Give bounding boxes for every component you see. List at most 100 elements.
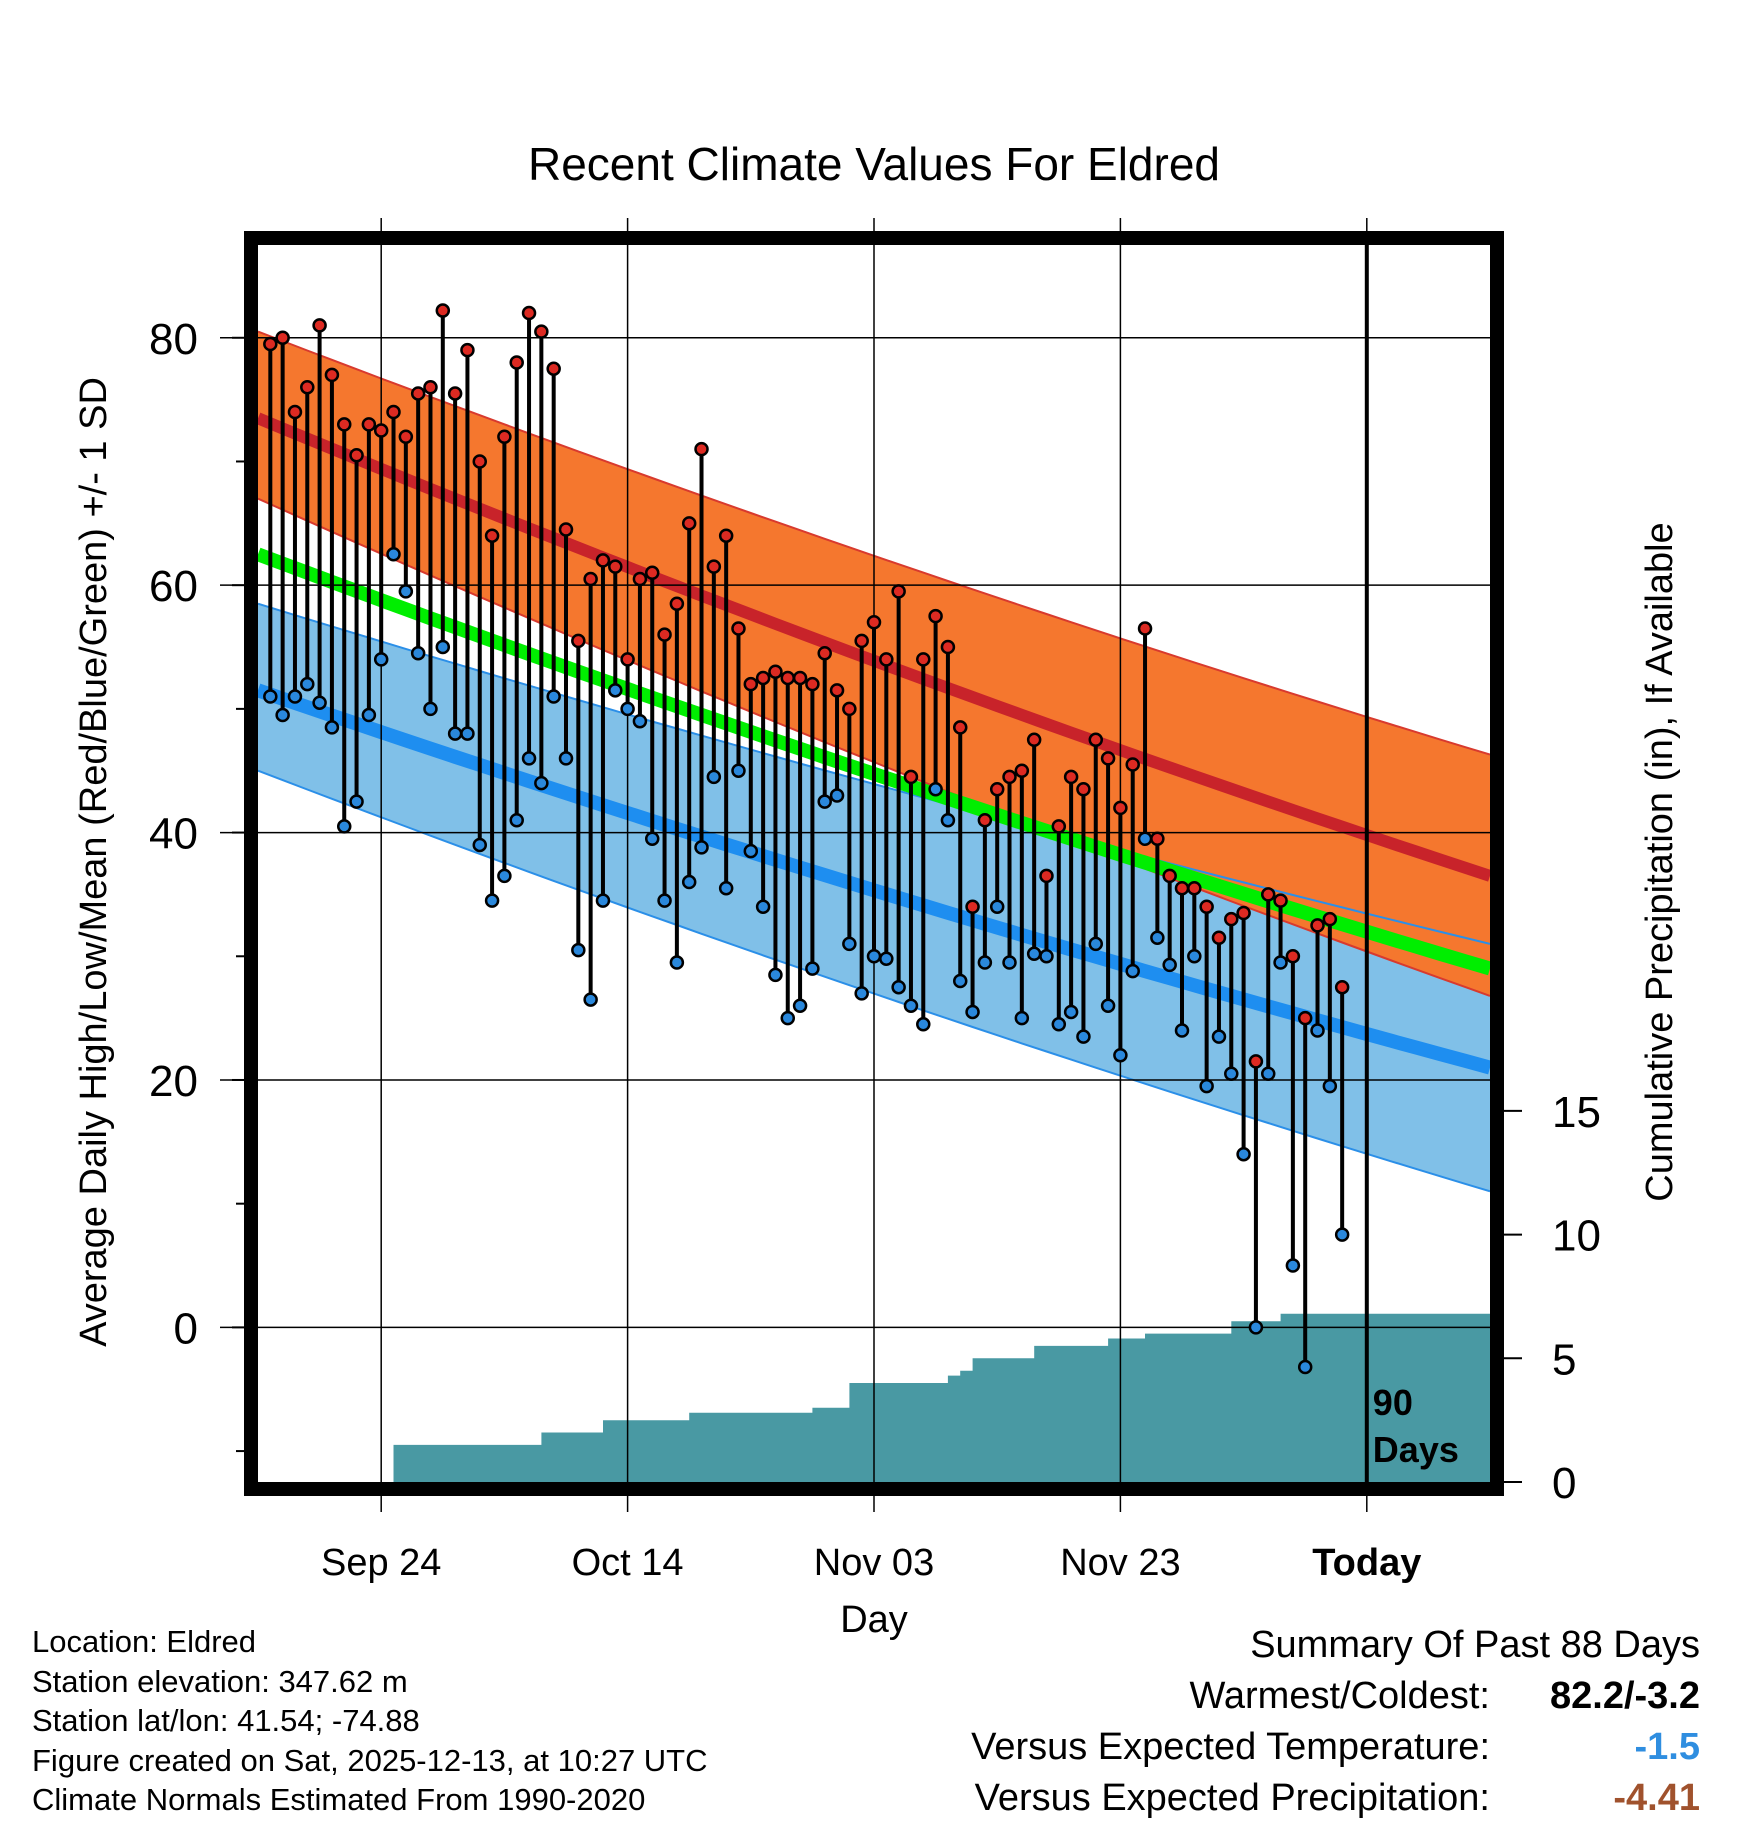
created-text: Figure created on Sat, 2025-12-13, at 10… xyxy=(32,1742,708,1778)
y-tick-label: 40 xyxy=(149,810,198,859)
obs-low-point xyxy=(1199,1078,1214,1094)
obs-low-point xyxy=(731,763,746,778)
obs-low-point xyxy=(694,840,709,855)
obs-high-point xyxy=(1248,1054,1264,1069)
obs-high-point xyxy=(965,899,980,915)
obs-low-point xyxy=(1137,831,1153,847)
y-tick-label: 60 xyxy=(149,562,198,611)
obs-high-point xyxy=(866,615,882,630)
obs-high-point xyxy=(1174,880,1190,896)
obs-high-point xyxy=(497,429,512,444)
obs-low-point xyxy=(792,998,808,1014)
obs-high-point xyxy=(1310,918,1325,933)
y2-tick-label: 15 xyxy=(1552,1088,1601,1137)
obs-low-point xyxy=(965,1004,980,1020)
obs-low-point xyxy=(608,683,623,698)
y2-tick-label: 10 xyxy=(1552,1212,1601,1261)
obs-high-point xyxy=(1125,757,1140,772)
obs-low-point xyxy=(879,951,894,966)
obs-high-point xyxy=(1113,800,1128,816)
obs-high-point xyxy=(472,454,488,469)
obs-low-point xyxy=(829,788,845,803)
obs-high-point xyxy=(620,652,635,667)
precip-area xyxy=(381,1313,1490,1482)
obs-low-point xyxy=(928,782,943,797)
obs-low-point xyxy=(718,880,734,896)
period-label-unit: Days xyxy=(1373,1429,1459,1470)
obs-low-point xyxy=(521,751,537,766)
obs-high-point xyxy=(546,361,561,376)
obs-high-point xyxy=(743,676,759,692)
obs-high-point xyxy=(1273,893,1288,908)
obs-high-point xyxy=(287,404,303,420)
obs-low-point xyxy=(952,973,968,989)
obs-low-point xyxy=(1014,1010,1030,1026)
y-axis-label: Average Daily High/Low/Mean (Red/Blue/Gr… xyxy=(73,377,115,1347)
y2-tick-label: 0 xyxy=(1552,1459,1576,1508)
obs-high-point xyxy=(1039,868,1054,884)
obs-high-point xyxy=(1100,751,1116,766)
x-tick-label: Oct 14 xyxy=(572,1542,684,1584)
summary-precip-row: Versus Expected Precipitation: -4.41 xyxy=(800,1773,1700,1824)
station-info: Location: Eldred Station elevation: 347.… xyxy=(32,1622,708,1820)
obs-low-point xyxy=(1334,1227,1350,1242)
y2-axis-label: Cumulative Precipitation (in), If Availa… xyxy=(1639,522,1681,1201)
obs-high-point xyxy=(410,386,426,401)
obs-high-point xyxy=(1297,1010,1313,1026)
obs-high-point xyxy=(632,571,648,587)
axes: 0 20 40 60 80 0 5 10 15 Sep 24 Oct 14 Nov 03 Nov 23 T… xyxy=(149,231,1601,1584)
period-label-number: 90 xyxy=(1373,1382,1413,1423)
obs-low-point xyxy=(891,979,906,995)
obs-low-point xyxy=(1174,1023,1190,1038)
obs-high-point xyxy=(349,448,364,463)
obs-high-point xyxy=(694,441,709,457)
obs-high-point xyxy=(644,565,660,581)
obs-high-point xyxy=(1014,763,1030,778)
obs-low-point xyxy=(1297,1359,1313,1375)
obs-high-point xyxy=(755,670,771,686)
obs-low-point xyxy=(1285,1258,1301,1273)
obs-low-point xyxy=(336,819,352,834)
observations xyxy=(263,303,1350,1375)
obs-high-point xyxy=(373,423,389,438)
obs-high-point xyxy=(1334,979,1350,995)
obs-low-point xyxy=(275,707,290,723)
obs-low-point xyxy=(669,955,685,970)
y-tick-label: 80 xyxy=(149,315,198,364)
obs-low-point xyxy=(1039,949,1054,964)
obs-low-point xyxy=(989,899,1005,915)
obs-low-point xyxy=(1310,1023,1325,1038)
warmest-value: 82.2/-3.2 xyxy=(1550,1675,1700,1717)
obs-high-point xyxy=(854,633,869,649)
obs-high-point xyxy=(336,417,352,432)
obs-low-point xyxy=(534,775,549,791)
obs-low-point xyxy=(1051,1017,1067,1032)
obs-high-point xyxy=(275,330,290,346)
x-tick-label: Nov 03 xyxy=(814,1542,934,1584)
obs-low-point xyxy=(1125,963,1140,979)
obs-high-point xyxy=(805,676,820,692)
latlon-text: Station lat/lon: 41.54; -74.88 xyxy=(32,1703,420,1738)
obs-high-point xyxy=(792,670,808,686)
obs-high-point xyxy=(386,404,401,420)
warmest-label: Warmest/Coldest: xyxy=(1189,1675,1490,1717)
obs-low-point xyxy=(1076,1029,1091,1044)
obs-high-point xyxy=(484,528,500,543)
obs-high-point xyxy=(1088,732,1104,748)
obs-high-point xyxy=(1063,769,1079,785)
obs-low-point xyxy=(324,720,340,735)
obs-high-point xyxy=(534,324,549,339)
obs-low-point xyxy=(349,794,364,809)
summary-temp-row: Versus Expected Temperature: -1.5 xyxy=(800,1722,1700,1773)
obs-low-point xyxy=(1100,998,1116,1014)
obs-high-point xyxy=(1187,880,1202,896)
normals-text: Climate Normals Estimated From 1990-2020 xyxy=(32,1782,646,1817)
obs-low-point xyxy=(842,936,857,952)
obs-low-point xyxy=(940,812,956,828)
obs-high-point xyxy=(1322,911,1338,927)
obs-high-point xyxy=(1076,782,1091,797)
obs-low-point xyxy=(312,695,327,710)
obs-high-point xyxy=(312,318,327,333)
obs-high-point xyxy=(324,367,340,383)
